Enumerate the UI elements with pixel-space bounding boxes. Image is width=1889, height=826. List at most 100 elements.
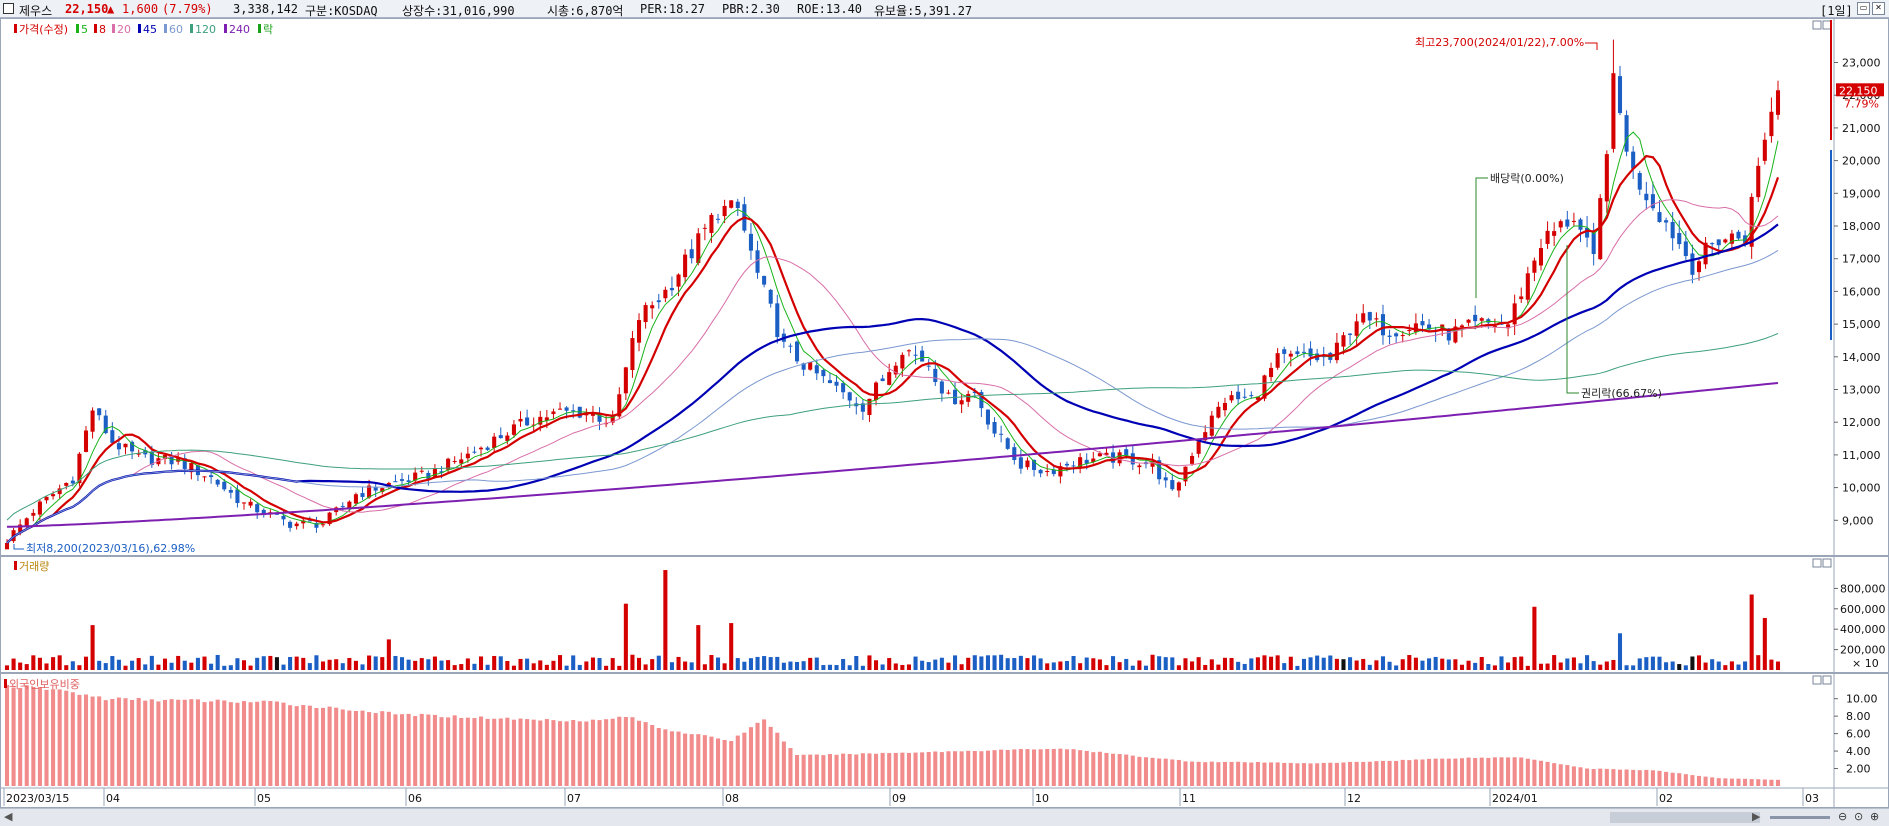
- foreign-ratio-bar: [334, 707, 339, 786]
- volume-bar: [1005, 658, 1010, 670]
- volume-bar: [814, 657, 819, 670]
- zoom-in-icon[interactable]: ⊕: [1870, 810, 1880, 823]
- volume-bar: [1585, 655, 1590, 670]
- foreign-ratio-bar: [1150, 757, 1155, 786]
- high-price-annotation: 최고23,700(2024/01/22),7.00%: [1415, 36, 1584, 49]
- foreign-ratio-bar: [215, 699, 220, 786]
- volume-bar: [143, 664, 148, 670]
- panel-restore-icon[interactable]: [1812, 675, 1822, 685]
- candle-body: [860, 403, 865, 412]
- scroll-right-icon[interactable]: ▶: [1752, 810, 1761, 823]
- scroll-left-icon[interactable]: ◀: [4, 810, 13, 823]
- candle-body: [97, 408, 102, 416]
- volume-bar: [893, 663, 898, 670]
- scroll-thumb[interactable]: [1610, 812, 1760, 823]
- foreign-ratio-bar: [1288, 762, 1293, 786]
- volume-bar: [1506, 662, 1511, 670]
- volume-bar: [531, 663, 536, 670]
- volume-bar: [393, 655, 398, 670]
- foreign-ratio-bar: [426, 714, 431, 786]
- volume-bar: [1670, 661, 1675, 670]
- legend-swatch: [138, 24, 141, 33]
- candle-body: [1631, 151, 1636, 169]
- candle-body: [485, 447, 490, 450]
- chart-scrollbar[interactable]: ◀ ▶ ⊖ ⊙ ⊕: [0, 808, 1889, 826]
- foreign-ratio-bar: [1453, 758, 1458, 786]
- volume-bar: [169, 662, 174, 670]
- restore-icon[interactable]: ▭: [1857, 2, 1870, 15]
- foreign-ratio-bar: [209, 701, 214, 786]
- volume-bar: [1611, 659, 1616, 670]
- period-selector[interactable]: [1일]: [1820, 4, 1853, 18]
- foreign-ratio-bar: [1532, 759, 1537, 786]
- volume-bar: [103, 663, 108, 670]
- volume-bar: [1183, 658, 1188, 670]
- panel-close-icon[interactable]: [1822, 558, 1832, 568]
- candle-body: [1538, 248, 1544, 266]
- foreign-ratio-bar: [729, 741, 734, 786]
- foreign-ratio-bar: [538, 720, 543, 786]
- foreign-ratio-bar: [1130, 755, 1135, 786]
- foreign-ratio-bar: [1585, 768, 1590, 786]
- volume-bar: [1111, 656, 1116, 670]
- candle-body: [1255, 396, 1260, 400]
- candle-body: [130, 441, 135, 452]
- volume-bar: [999, 654, 1004, 670]
- panel-close-icon[interactable]: [1822, 20, 1832, 30]
- volume-bar: [1696, 655, 1702, 670]
- foreign-ratio-bar: [748, 727, 753, 786]
- volume-bar: [742, 661, 747, 670]
- legend-swatch: [190, 24, 193, 33]
- ma8-line: [6, 154, 1780, 544]
- volume-bar: [51, 657, 56, 670]
- window-controls: ▭ ✕: [1857, 2, 1885, 15]
- foreign-ratio-bar: [814, 754, 819, 786]
- volume-bar: [1624, 665, 1629, 670]
- foreign-ratio-bar: [465, 717, 470, 786]
- volume-bar: [551, 660, 556, 670]
- stock-chart[interactable]: 9,000 10,000 11,000 12,000 13,000 14,000 15,00…: [0, 18, 1889, 808]
- candle-body: [327, 512, 332, 525]
- volume-bar: [623, 603, 628, 670]
- volume-bar: [525, 658, 530, 670]
- foreign-ratio-bar: [1051, 748, 1056, 786]
- candle-body: [1637, 173, 1642, 190]
- foreign-ratio-bar: [610, 718, 615, 786]
- foreign-ratio-bar: [18, 688, 23, 786]
- foreign-ratio-bar: [1018, 749, 1023, 786]
- volume-unit: × 10: [1852, 657, 1879, 670]
- volume-bar: [557, 655, 563, 670]
- foreign-ratio-bar: [1236, 761, 1241, 786]
- volume-bar: [511, 665, 516, 670]
- foreign-ratio-bar: [1341, 762, 1346, 786]
- volume-bar: [1512, 657, 1517, 670]
- candle-body: [505, 435, 510, 441]
- foreign-ratio-bar: [1677, 773, 1682, 786]
- panel-close-icon[interactable]: [1822, 675, 1832, 685]
- close-icon[interactable]: ✕: [1872, 2, 1885, 15]
- volume-bar: [399, 657, 405, 670]
- zoom-slider[interactable]: [1770, 816, 1830, 819]
- volume-bar: [149, 655, 154, 670]
- volume-bar: [1229, 657, 1234, 670]
- volume-bar: [57, 655, 62, 670]
- foreign-ratio-bar: [1670, 772, 1675, 786]
- foreign-ratio-bar: [999, 749, 1004, 786]
- zoom-out-icon[interactable]: ⊖: [1838, 810, 1848, 823]
- volume-bar: [729, 623, 734, 670]
- foreign-ratio-bar: [1091, 752, 1096, 786]
- volume-bar: [130, 660, 135, 670]
- volume-bar: [261, 656, 266, 670]
- volume-bar: [288, 656, 293, 670]
- foreign-ratio-bar: [1308, 763, 1313, 786]
- panel-restore-icon[interactable]: [1812, 20, 1822, 30]
- volume-bar: [1084, 657, 1089, 670]
- zoom-reset-icon[interactable]: ⊙: [1854, 810, 1864, 823]
- volume-bar: [18, 662, 23, 670]
- checkbox-icon[interactable]: [3, 3, 14, 17]
- panel-restore-icon[interactable]: [1812, 558, 1822, 568]
- foreign-ratio-bar: [1143, 757, 1149, 786]
- stock-name[interactable]: 제우스: [19, 4, 53, 18]
- candle-body: [478, 447, 484, 450]
- foreign-ratio-bar: [992, 750, 997, 786]
